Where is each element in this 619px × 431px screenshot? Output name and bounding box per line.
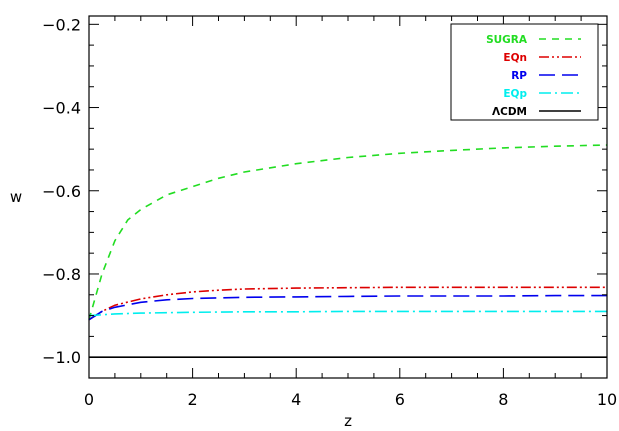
legend-label: ΛCDM <box>492 106 527 118</box>
x-tick-label: 8 <box>498 390 508 409</box>
y-axis-title: w <box>10 188 22 206</box>
x-tick-label: 4 <box>291 390 301 409</box>
labels-layer: 0 2 4 6 8 10 −1.0 −0.8 −0.6 −0.4 −0.2 <box>42 15 617 409</box>
legend-box <box>450 23 599 121</box>
legend-label: EQn <box>503 52 527 64</box>
series-line-3 <box>88 310 607 317</box>
legend-label: RP <box>511 70 527 82</box>
x-tick-label: 6 <box>395 390 405 409</box>
series-line-0 <box>88 144 608 320</box>
legend-label: EQp <box>503 88 527 100</box>
y-tick-label: −1.0 <box>42 348 81 367</box>
y-tick-label: −0.2 <box>42 15 81 34</box>
ticks-layer <box>88 16 608 379</box>
y-tick-label: −0.6 <box>42 182 81 201</box>
x-axis-title: z <box>344 412 352 430</box>
series-line-2 <box>88 294 607 321</box>
x-tick-label: 0 <box>84 390 94 409</box>
legend-label: SUGRA <box>486 34 528 46</box>
y-tick-label: −0.4 <box>42 99 81 118</box>
legend: SUGRA EQn RP EQp ΛCDM <box>450 23 599 121</box>
x-tick-label: 10 <box>597 390 617 409</box>
series-layer <box>88 144 608 359</box>
x-tick-label: 2 <box>188 390 198 409</box>
series-line-1 <box>88 286 607 321</box>
y-tick-label: −0.8 <box>42 265 81 284</box>
